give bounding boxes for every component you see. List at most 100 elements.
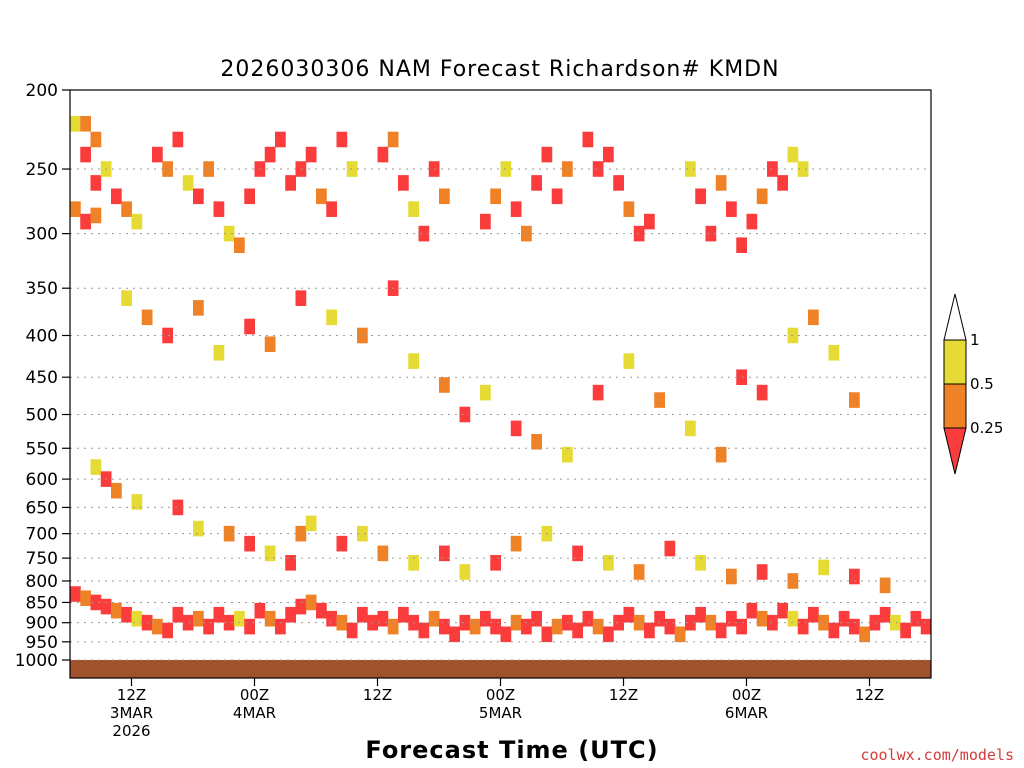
ri-cell [131,494,143,510]
y-tick-label: 800 [26,572,58,592]
ri-cell [111,188,122,205]
legend: 1 0.5 0.25 [943,293,1003,475]
ri-cell [582,610,594,627]
ri-cell [695,606,706,623]
ri-cell [726,610,737,627]
ri-cell [869,614,881,631]
x-tick-year: 2026 [112,722,150,740]
y-tick-label: 350 [26,279,58,299]
plot-area [70,115,932,678]
ri-cell [275,131,286,148]
ri-cell [305,594,317,611]
x-tick-label: 12Z [855,686,884,704]
ri-cell [193,300,204,316]
ri-cell [90,459,102,475]
ri-cell [633,614,645,631]
x-tick-label: 12Z [117,686,146,704]
ri-cell [787,146,799,163]
ground-band [70,660,931,678]
ri-cell [459,406,471,423]
ri-cell [910,610,922,627]
ri-cell [623,201,635,217]
ri-cell [326,201,337,217]
ri-cell [408,555,419,571]
ri-cell [726,568,737,585]
ri-cell [162,161,173,177]
ri-cell [213,201,225,217]
ri-cell [131,213,143,230]
ri-cell [480,610,491,627]
ri-cell [541,626,553,643]
credit-link[interactable]: coolwx.com/models [860,746,1014,764]
x-tick-label: 00Z [486,686,515,704]
ri-cell [726,201,737,217]
ri-cell [275,618,286,635]
ri-cell [336,614,348,631]
ri-cell [838,610,850,627]
y-tick-label: 300 [26,225,58,245]
ri-cell [131,610,143,627]
ri-cell [428,610,440,627]
ri-cell [162,327,173,344]
ri-cell [787,610,799,627]
ri-cell [849,618,860,635]
ri-cell [203,161,214,177]
ri-cell [213,606,225,623]
ri-cell [541,146,553,163]
ri-cell [828,622,840,639]
ri-cell [285,555,296,571]
ri-cell [244,188,255,205]
ri-cell [357,327,368,344]
ri-cell [715,622,727,639]
x-tick-label: 00Z [732,686,761,704]
ri-cell [510,614,522,631]
ri-cell [808,606,819,623]
ri-cell [510,535,522,552]
ri-cell [234,610,245,627]
ri-cell [387,131,399,148]
ri-cell [531,175,542,191]
y-axis: 200 250 300 350 400 450 500 550 600 650 700 750 8008… [15,81,70,671]
ri-cell [746,213,758,230]
ri-cell [408,201,419,217]
ri-cell [223,525,235,542]
ri-cell [90,207,102,224]
ri-cell [685,161,696,177]
y-tick-label: 700 [26,525,58,545]
ri-cell [398,606,409,623]
y-tick-label: 550 [26,439,58,459]
legend-label-1: 1 [970,331,980,349]
ri-cell [510,201,522,217]
ri-cell [264,545,276,562]
ri-cell [849,568,860,585]
y-tick-label: 250 [26,160,58,180]
ri-cell [80,213,91,230]
ri-cell [705,614,717,631]
ri-cell [685,614,696,631]
ri-cell [316,602,327,619]
ri-cell [920,618,932,635]
y-tick-label: 850 [26,593,58,613]
ri-cell [193,188,204,205]
ri-cell [469,618,481,635]
ri-cell [70,586,81,602]
ri-cell [398,175,409,191]
ri-cell [90,175,102,191]
ri-cell [818,614,829,631]
ri-cell [490,188,501,205]
chart-title: 2026030306 NAM Forecast Richardson# KMDN [220,57,779,82]
ri-cell [818,559,829,576]
ri-cell [346,161,358,177]
ri-cell [449,626,460,643]
ri-cell [213,344,225,361]
ri-cell [879,606,891,623]
ri-cell [777,175,788,191]
x-tick-date: 3MAR [110,704,153,722]
ri-cell [377,610,389,627]
ri-cell [377,146,389,163]
ri-cell [562,446,573,463]
ri-cell [756,384,768,401]
legend-below-triangle [943,427,967,475]
y-tick-label: 500 [26,406,58,426]
